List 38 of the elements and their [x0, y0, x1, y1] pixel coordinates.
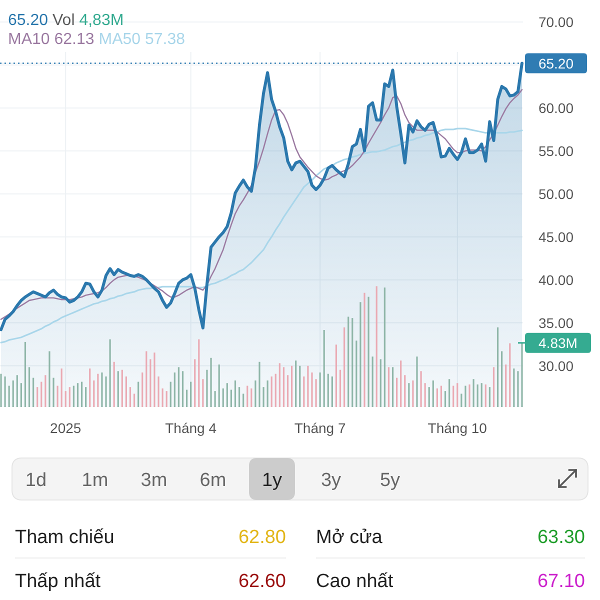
y-tick-label: 70.00	[538, 14, 574, 30]
y-tick-label: 50.00	[538, 186, 574, 202]
category-label: 6m	[200, 470, 226, 491]
y-tick-label: 55.00	[538, 142, 574, 159]
category-label: Mở cửa	[316, 527, 383, 548]
y-tick-label: 45.00	[538, 228, 574, 245]
y-tick-label: 60.00	[538, 100, 574, 116]
text: 62.60	[238, 571, 286, 592]
y-tick-label: 65.20	[538, 55, 574, 72]
line-series	[0, 88, 523, 320]
annotation: 4,83M	[79, 12, 124, 29]
x-tick-label: Tháng 4	[165, 420, 217, 436]
category-label: Thấp nhất	[15, 571, 102, 592]
text: 67.10	[537, 571, 585, 592]
x-tick-label: Tháng 10	[428, 420, 488, 436]
annotation: 62.13	[54, 31, 94, 48]
category-label: Cao nhất	[316, 571, 394, 592]
text: 63.30	[537, 527, 585, 548]
y-tick-label: 35.00	[538, 314, 574, 331]
y2-axis-title: Vol	[52, 12, 75, 29]
text: 62.80	[238, 527, 286, 548]
category-label: 1y	[262, 470, 283, 491]
annotation: 65.20	[8, 12, 48, 29]
annotation: 57.38	[145, 31, 186, 48]
category-label: 1d	[25, 470, 47, 491]
category-label: 3y	[320, 470, 342, 491]
x-tick-label: Tháng 7	[294, 420, 346, 436]
y-tick-label: 30.00	[538, 358, 574, 374]
category-label: Tham chiếu	[15, 527, 114, 548]
category-label: 5y	[380, 470, 401, 491]
x-tick-label: 2025	[50, 420, 82, 436]
line-series	[0, 128, 523, 344]
category-label: 3m	[140, 470, 168, 491]
text: MA50	[98, 31, 141, 48]
text: MA10	[8, 31, 50, 48]
y-tick-label: 40.00	[538, 272, 574, 288]
y2-tick-label: 4.83M	[538, 334, 578, 351]
category-label: 1m	[82, 470, 108, 491]
